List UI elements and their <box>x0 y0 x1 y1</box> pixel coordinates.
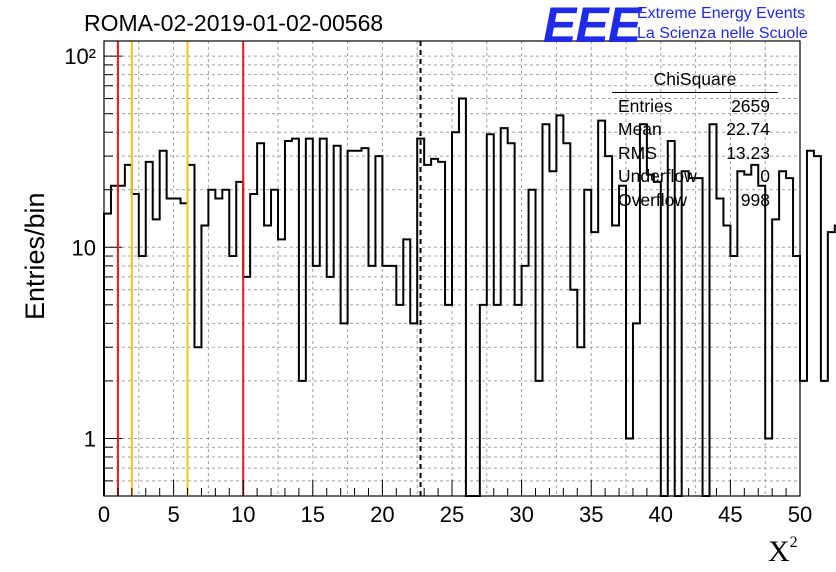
x-axis-label-base: X <box>768 535 790 568</box>
logo-caption-line1: Extreme Energy Events <box>637 5 806 22</box>
stats-value: 13.23 <box>726 142 770 163</box>
stats-row-rms: RMS 13.23 <box>612 142 778 166</box>
y-tick-label: 10² <box>64 44 96 69</box>
x-tick-label: 10 <box>231 502 255 527</box>
x-tick-label: 40 <box>649 502 673 527</box>
stats-row-entries: Entries 2659 <box>612 95 778 119</box>
x-tick-label: 35 <box>579 502 603 527</box>
y-axis-label: Entries/bin <box>20 192 50 320</box>
x-tick-label: 45 <box>718 502 742 527</box>
stats-label: Overflow <box>618 189 688 210</box>
stats-value: 2659 <box>731 95 770 116</box>
x-tick-label: 25 <box>440 502 464 527</box>
stats-box: ChiSquare Entries 2659 Mean 22.74 RMS 13.23… <box>612 68 778 212</box>
x-tick-label: 0 <box>98 502 110 527</box>
stats-label: RMS <box>618 142 657 163</box>
stats-row-mean: Mean 22.74 <box>612 118 778 142</box>
stats-title: ChiSquare <box>612 68 778 93</box>
stats-value: 998 <box>740 189 770 210</box>
x-axis-label-sup: 2 <box>789 534 798 551</box>
stats-label: Entries <box>618 95 673 116</box>
stats-label: Underflow <box>618 166 697 186</box>
chart-title: ROMA-02-2019-01-02-00568 <box>84 10 384 36</box>
stats-value: 0 <box>760 166 770 186</box>
x-axis-label: X2 <box>768 534 798 569</box>
x-tick-label: 5 <box>167 502 179 527</box>
x-tick-label: 30 <box>509 502 533 527</box>
x-tick-label: 50 <box>788 502 812 527</box>
stats-label: Mean <box>618 119 662 139</box>
x-tick-label: 20 <box>370 502 394 527</box>
y-tick-label: 10 <box>72 235 96 260</box>
logo-caption: Extreme Energy Events La Scienza nelle S… <box>637 4 808 44</box>
stats-value: 22.74 <box>726 119 770 139</box>
stats-row-underflow: Underflow 0 <box>612 165 778 189</box>
logo-caption-line2: La Scienza nelle Scuole <box>637 25 808 42</box>
eee-logo: EEE <box>543 0 641 53</box>
x-tick-label: 15 <box>301 502 325 527</box>
stats-row-overflow: Overflow 998 <box>612 189 778 213</box>
y-tick-label: 1 <box>84 426 96 451</box>
